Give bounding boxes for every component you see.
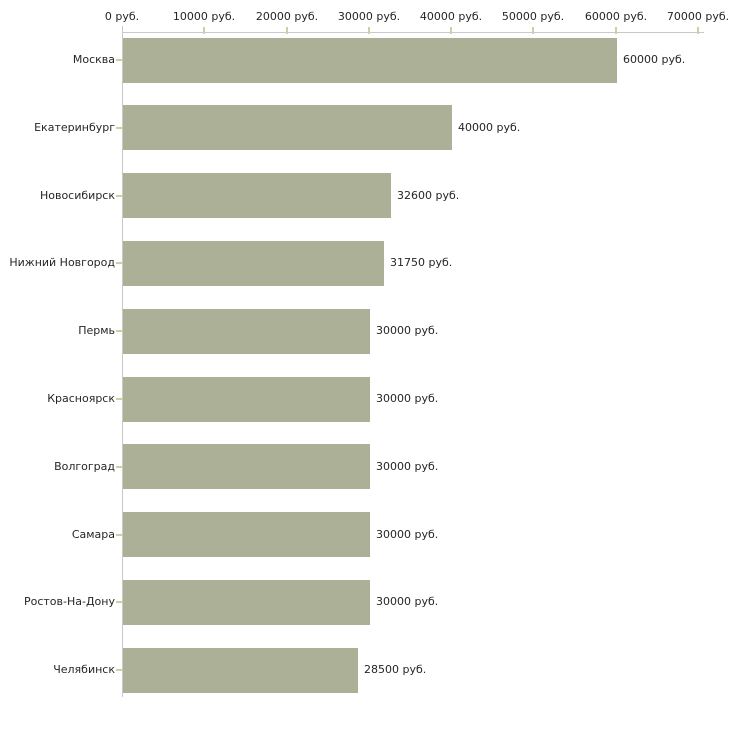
bar-4 bbox=[123, 241, 384, 286]
y-axis-tick bbox=[116, 59, 122, 61]
value-label: 40000 руб. bbox=[458, 121, 521, 134]
y-axis-line bbox=[122, 26, 123, 697]
category-label: Екатеринбург bbox=[34, 121, 115, 134]
x-axis-tick bbox=[286, 27, 288, 34]
value-label: 30000 руб. bbox=[376, 324, 439, 337]
y-axis-tick bbox=[116, 262, 122, 264]
y-axis-tick bbox=[116, 195, 122, 197]
x-axis-tick-label: 60000 руб. bbox=[584, 10, 648, 23]
value-label: 30000 руб. bbox=[376, 460, 439, 473]
y-axis-tick bbox=[116, 534, 122, 536]
x-axis-line bbox=[122, 32, 704, 33]
bar-1 bbox=[123, 38, 617, 83]
value-label: 30000 руб. bbox=[376, 392, 439, 405]
value-label: 32600 руб. bbox=[397, 189, 460, 202]
value-label: 30000 руб. bbox=[376, 528, 439, 541]
bar-3 bbox=[123, 173, 391, 218]
value-label: 60000 руб. bbox=[623, 53, 686, 66]
category-label: Самара bbox=[71, 528, 115, 541]
y-axis-tick bbox=[116, 127, 122, 129]
x-axis-tick-label: 70000 руб. bbox=[666, 10, 730, 23]
x-axis-tick-label: 30000 руб. bbox=[337, 10, 401, 23]
category-label: Нижний Новгород bbox=[9, 256, 115, 269]
bar-2 bbox=[123, 105, 452, 150]
category-label: Пермь bbox=[78, 324, 115, 337]
category-label: Москва bbox=[72, 53, 115, 66]
y-axis-tick bbox=[116, 330, 122, 332]
x-axis-tick bbox=[532, 27, 534, 34]
bar-10 bbox=[123, 648, 358, 693]
category-label: Новосибирск bbox=[39, 189, 115, 202]
bar-6 bbox=[123, 377, 370, 422]
y-axis-tick bbox=[116, 466, 122, 468]
x-axis-tick-label: 50000 руб. bbox=[501, 10, 565, 23]
bar-9 bbox=[123, 580, 370, 625]
x-axis-tick bbox=[697, 27, 699, 34]
value-label: 31750 руб. bbox=[390, 256, 453, 269]
x-axis-tick-label: 20000 руб. bbox=[255, 10, 319, 23]
category-label: Челябинск bbox=[53, 663, 115, 676]
category-label: Ростов-На-Дону bbox=[23, 595, 115, 608]
value-label: 30000 руб. bbox=[376, 595, 439, 608]
category-label: Волгоград bbox=[54, 460, 115, 473]
bar-7 bbox=[123, 444, 370, 489]
value-label: 28500 руб. bbox=[364, 663, 427, 676]
x-axis-tick bbox=[203, 27, 205, 34]
y-axis-tick bbox=[116, 398, 122, 400]
bar-8 bbox=[123, 512, 370, 557]
x-axis-tick bbox=[450, 27, 452, 34]
x-axis-tick-label: 10000 руб. bbox=[172, 10, 236, 23]
x-axis-tick bbox=[615, 27, 617, 34]
y-axis-tick bbox=[116, 601, 122, 603]
y-axis-tick bbox=[116, 669, 122, 671]
x-axis-tick bbox=[368, 27, 370, 34]
category-label: Красноярск bbox=[47, 392, 115, 405]
bar-5 bbox=[123, 309, 370, 354]
x-axis-tick-label: 0 руб. bbox=[104, 10, 140, 23]
x-axis-tick-label: 40000 руб. bbox=[419, 10, 483, 23]
